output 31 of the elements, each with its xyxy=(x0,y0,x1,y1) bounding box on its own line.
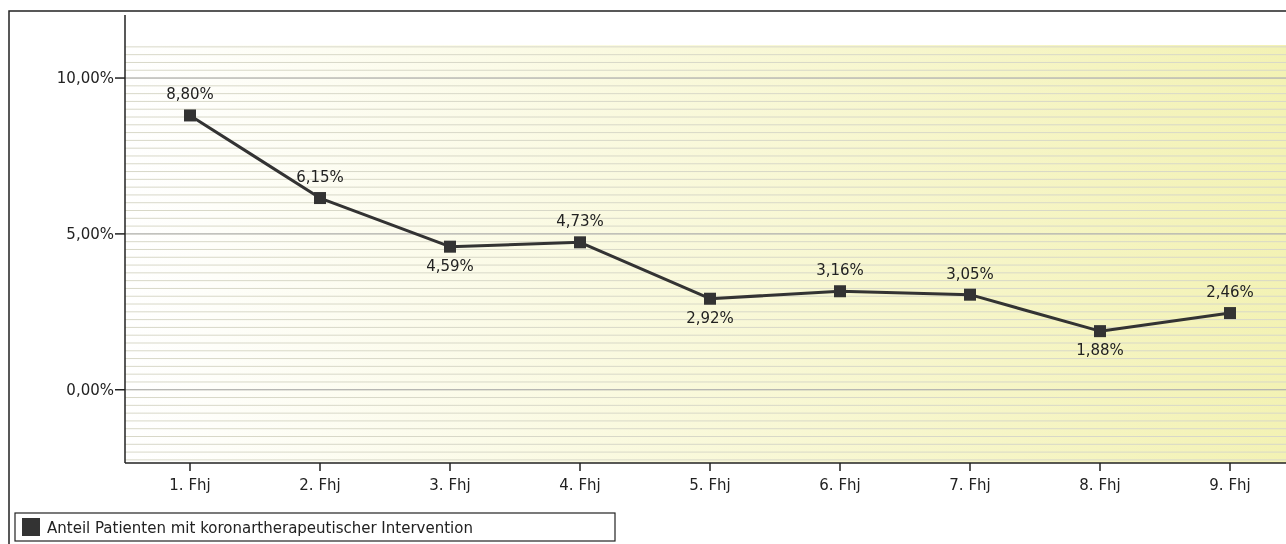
x-tick-label: 9. Fhj xyxy=(1209,476,1251,494)
data-label: 2,92% xyxy=(686,308,734,327)
x-tick-label: 4. Fhj xyxy=(559,476,601,494)
point xyxy=(704,292,716,305)
y-tick-label: 0,00% xyxy=(66,380,114,399)
point xyxy=(574,236,586,249)
x-tick-label: 3. Fhj xyxy=(429,476,471,494)
point xyxy=(964,288,976,301)
data-label: 3,05% xyxy=(946,264,994,283)
data-label: 2,46% xyxy=(1206,283,1254,302)
x-tick-label: 1. Fhj xyxy=(169,476,211,494)
point xyxy=(1224,307,1236,320)
point xyxy=(184,109,196,122)
point xyxy=(1094,325,1106,338)
x-tick-label: 2. Fhj xyxy=(299,476,341,494)
data-label: 4,73% xyxy=(556,212,604,231)
legend-label: Anteil Patienten mit koronartherapeutischer Intervention xyxy=(47,519,473,537)
data-label: 1,88% xyxy=(1076,341,1124,360)
data-label: 8,80% xyxy=(166,85,214,104)
x-tick-label: 6. Fhj xyxy=(819,476,861,494)
y-tick-label: 5,00% xyxy=(66,224,114,243)
point xyxy=(314,192,326,205)
x-tick-label: 5. Fhj xyxy=(689,476,731,494)
data-label: 4,59% xyxy=(426,256,474,275)
data-label: 6,15% xyxy=(296,168,344,187)
point xyxy=(834,285,846,298)
x-tick-label: 8. Fhj xyxy=(1079,476,1121,494)
y-tick-label: 10,00% xyxy=(56,69,114,88)
data-label: 3,16% xyxy=(816,261,864,280)
point xyxy=(444,240,456,253)
x-tick-label: 7. Fhj xyxy=(949,476,991,494)
